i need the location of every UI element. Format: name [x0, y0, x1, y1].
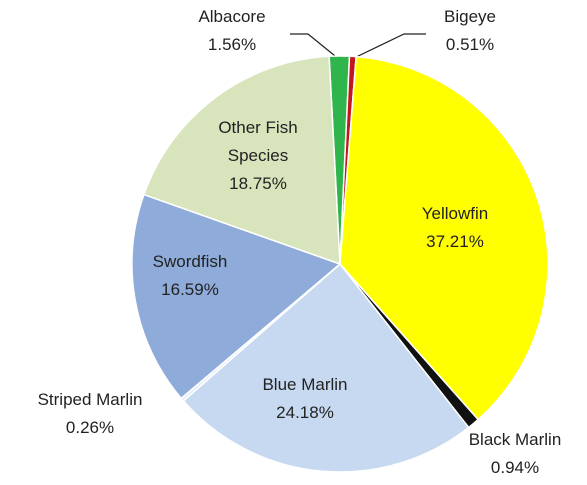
slice-label: Striped Marlin 0.26% [10, 386, 170, 442]
slice-label: Bigeye 0.51% [410, 3, 530, 59]
slice-value: 1.56% [207, 35, 257, 54]
slice-value: 0.26% [65, 418, 115, 437]
slice-name: Swordfish [152, 252, 228, 271]
slice-label: Yellowfin 37.21% [395, 200, 515, 256]
slice-value: 16.59% [161, 280, 219, 299]
slice-value: 37.21% [426, 232, 484, 251]
leader-line [290, 33, 341, 61]
slice-value: 18.75% [229, 174, 287, 193]
slice-name: Other Fish Species [218, 118, 298, 165]
slice-label: Black Marlin 0.94% [445, 426, 585, 482]
slice-value: 0.51% [445, 35, 495, 54]
slice-name: Bigeye [444, 7, 496, 26]
slice-name: Albacore [198, 7, 266, 26]
pie-slice [131, 193, 342, 400]
leader-line [349, 33, 426, 61]
slice-label: Swordfish 16.59% [130, 248, 250, 304]
slice-value: 0.94% [490, 458, 540, 477]
slice-label: Blue Marlin 24.18% [235, 371, 375, 427]
slice-name: Blue Marlin [262, 375, 348, 394]
pie-slice [339, 55, 549, 421]
slice-label: Albacore 1.56% [172, 3, 292, 59]
slice-name: Black Marlin [468, 430, 562, 449]
slice-label: Other Fish Species 18.75% [203, 114, 313, 198]
pie-slice [142, 55, 341, 266]
slice-name: Striped Marlin [37, 390, 143, 409]
slice-name: Yellowfin [421, 204, 489, 223]
slice-value: 24.18% [276, 403, 334, 422]
pie-slice [182, 262, 470, 473]
